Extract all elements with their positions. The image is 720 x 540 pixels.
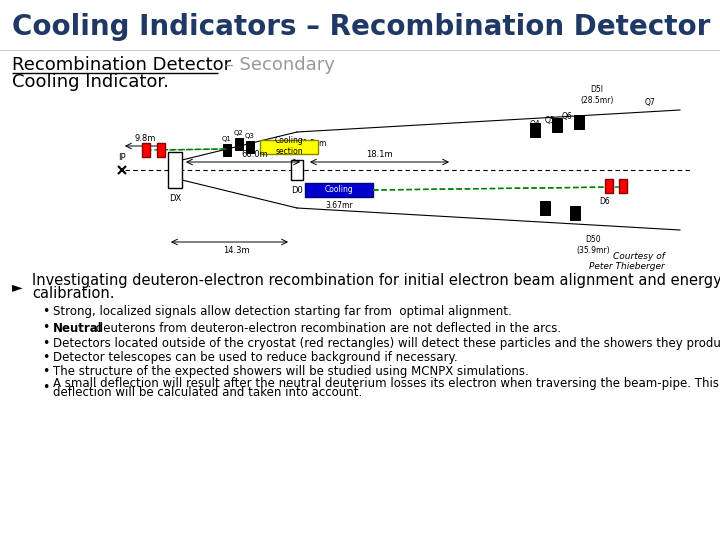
- Text: Q1: Q1: [222, 136, 232, 142]
- Text: A small deflection will result after the neutral deuterium losses its electron w: A small deflection will result after the…: [53, 376, 719, 389]
- Text: D6: D6: [600, 198, 611, 206]
- Bar: [168, 152, 182, 188]
- Text: •: •: [42, 336, 50, 349]
- Text: •: •: [42, 306, 50, 319]
- Text: •: •: [42, 321, 50, 334]
- Text: •: •: [42, 381, 50, 395]
- Bar: [305, 183, 373, 197]
- Text: Investigating deuteron-electron recombination for initial electron beam alignmen: Investigating deuteron-electron recombin…: [32, 273, 720, 288]
- Bar: [540, 201, 550, 215]
- Text: Detectors located outside of the cryostat (red rectangles) will detect these par: Detectors located outside of the cryosta…: [53, 336, 720, 349]
- Bar: [223, 144, 231, 156]
- Text: deflection will be calculated and taken into account.: deflection will be calculated and taken …: [53, 387, 362, 400]
- Bar: [530, 123, 540, 137]
- Text: calibration.: calibration.: [32, 287, 114, 301]
- Text: Courtesy of
Peter Thieberger: Courtesy of Peter Thieberger: [589, 252, 665, 272]
- Text: Cooling Indicators – Recombination Detector: Cooling Indicators – Recombination Detec…: [12, 13, 711, 41]
- Text: Cooling: Cooling: [325, 185, 354, 193]
- Text: D50
(35.9mr): D50 (35.9mr): [576, 235, 610, 255]
- Bar: [570, 206, 580, 220]
- Bar: [142, 143, 150, 157]
- Bar: [552, 118, 562, 132]
- Text: 3.67mr: 3.67mr: [325, 201, 353, 210]
- Bar: [291, 160, 303, 180]
- Text: Q5: Q5: [544, 116, 555, 125]
- Text: 18.1m: 18.1m: [366, 150, 393, 159]
- Text: ►: ►: [12, 280, 22, 294]
- Text: Strong, localized signals allow detection starting far from  optimal alignment.: Strong, localized signals allow detectio…: [53, 306, 512, 319]
- Text: Neutral: Neutral: [53, 321, 103, 334]
- Bar: [246, 141, 254, 153]
- Text: Q4: Q4: [530, 119, 541, 129]
- Text: IP: IP: [118, 153, 126, 162]
- Bar: [574, 115, 584, 129]
- Text: 41.5cm: 41.5cm: [299, 139, 328, 148]
- Text: •: •: [42, 366, 50, 379]
- Text: Q3: Q3: [245, 133, 255, 139]
- Bar: [619, 179, 627, 193]
- Text: Cooling Indicator.: Cooling Indicator.: [12, 73, 169, 91]
- Text: Q7: Q7: [644, 98, 655, 107]
- Text: D0: D0: [291, 186, 303, 195]
- Bar: [605, 179, 613, 193]
- Text: Recombination Detector: Recombination Detector: [12, 56, 231, 74]
- Text: DX: DX: [169, 194, 181, 203]
- Text: Cooling
section: Cooling section: [274, 136, 303, 156]
- Text: 66.0m: 66.0m: [242, 150, 269, 159]
- Text: •: •: [42, 352, 50, 365]
- Text: Q2: Q2: [234, 130, 244, 136]
- Bar: [235, 138, 243, 150]
- Text: deuterons from deuteron-electron recombination are not deflected in the arcs.: deuterons from deuteron-electron recombi…: [91, 321, 561, 334]
- Text: – Secondary: – Secondary: [219, 56, 335, 74]
- Text: The structure of the expected showers will be studied using MCNPX simulations.: The structure of the expected showers wi…: [53, 366, 528, 379]
- Text: 14.3m: 14.3m: [222, 246, 249, 255]
- Text: 9.8m: 9.8m: [135, 134, 156, 143]
- Text: Q6: Q6: [562, 112, 572, 122]
- Bar: [260, 140, 318, 154]
- Text: D5I
(28.5mr): D5I (28.5mr): [580, 85, 613, 105]
- Text: Detector telescopes can be used to reduce background if necessary.: Detector telescopes can be used to reduc…: [53, 352, 458, 365]
- Bar: [157, 143, 165, 157]
